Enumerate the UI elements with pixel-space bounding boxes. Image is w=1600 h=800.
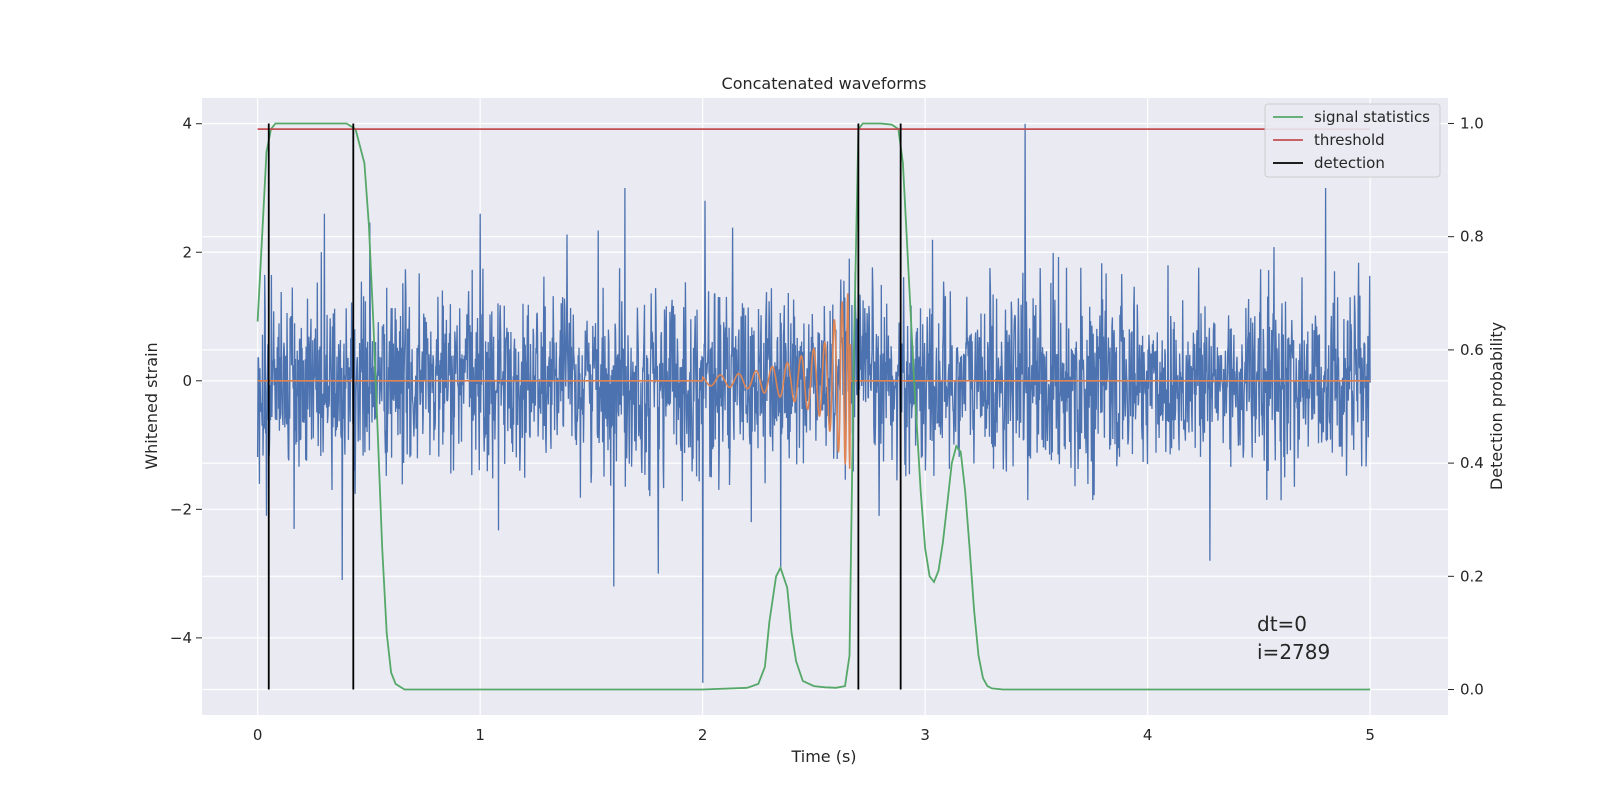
- y-right-tick-label-0: 0.0: [1460, 681, 1484, 699]
- legend-label-threshold: threshold: [1314, 131, 1385, 149]
- series-signal-statistics: [256, 122, 1371, 691]
- x-tick-label-3: 3: [920, 726, 930, 744]
- series-whitened-strain-noise: [256, 123, 1371, 683]
- y-left-tick-label-3: 2: [182, 243, 192, 261]
- x-tick-labels: 0 1 2 3 4 5: [253, 726, 1375, 744]
- grid-lines: [202, 98, 1448, 715]
- y-left-tick-label-0: −4: [170, 629, 192, 647]
- x-tick-label-4: 4: [1143, 726, 1153, 744]
- legend: signal statistics threshold detection: [1264, 103, 1441, 178]
- series-chirp-waveform: [257, 293, 1371, 469]
- x-axis-label: Time (s): [790, 747, 856, 766]
- legend-box: [1264, 103, 1441, 178]
- y-left-tick-label-2: 0: [182, 372, 192, 390]
- y-left-axis-label: Whitened strain: [142, 342, 161, 469]
- y-left-tick-label-1: −2: [170, 500, 192, 518]
- legend-label-signal-statistics: signal statistics: [1314, 108, 1430, 126]
- y-right-tick-label-5: 1.0: [1460, 114, 1484, 132]
- x-tick-label-2: 2: [698, 726, 708, 744]
- legend-label-detection: detection: [1314, 154, 1385, 172]
- y-right-tick-label-2: 0.4: [1460, 454, 1484, 472]
- annotation-dt: dt=0: [1257, 612, 1307, 636]
- x-tick-label-5: 5: [1365, 726, 1375, 744]
- series-layer: [256, 122, 1371, 691]
- y-right-axis-label: Detection probability: [1487, 322, 1506, 490]
- y-left-tick-label-4: 4: [182, 115, 192, 133]
- x-tick-label-1: 1: [475, 726, 485, 744]
- chart-title: Concatenated waveforms: [722, 74, 927, 93]
- y-right-tick-label-4: 0.8: [1460, 228, 1484, 246]
- x-tick-label-0: 0: [253, 726, 263, 744]
- y-right-tick-labels: 0.0 0.2 0.4 0.6 0.8 1.0: [1448, 114, 1484, 699]
- y-right-tick-label-3: 0.6: [1460, 341, 1484, 359]
- y-right-tick-label-1: 0.2: [1460, 567, 1484, 585]
- y-left-tick-labels: −4 −2 0 2 4: [170, 115, 202, 647]
- annotation-i: i=2789: [1257, 640, 1330, 664]
